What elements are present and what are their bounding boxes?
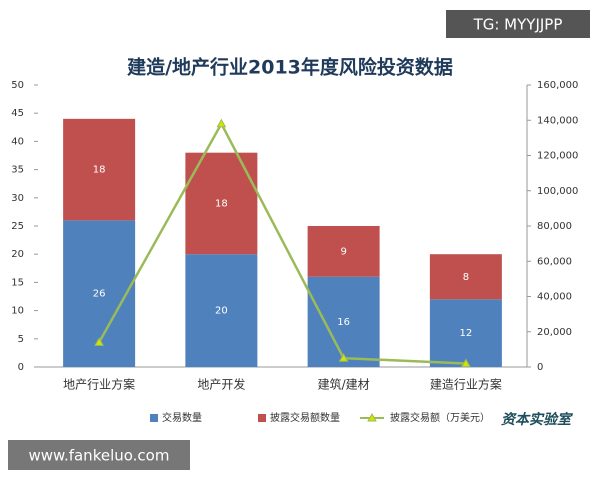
bar xyxy=(185,254,258,367)
y2-tick-label: 60,000 xyxy=(537,256,572,267)
data-label: 20 xyxy=(215,306,228,317)
y-tick-label: 45 xyxy=(11,108,24,119)
y2-tick-label: 40,000 xyxy=(537,292,572,303)
x-tick-label: 建筑/建材 xyxy=(318,377,370,392)
y-tick-label: 25 xyxy=(11,221,24,232)
bar xyxy=(63,118,136,221)
line-marker xyxy=(461,358,471,367)
bar xyxy=(429,299,502,367)
legend-swatch xyxy=(258,414,266,422)
legend-label: 披露交易额（万美元） xyxy=(390,411,490,424)
line-marker xyxy=(216,118,227,128)
data-label: 18 xyxy=(93,165,106,176)
y-tick-label: 30 xyxy=(11,193,24,204)
x-tick-label: 建造行业方案 xyxy=(430,377,502,392)
data-label: 26 xyxy=(93,289,106,300)
watermark-box xyxy=(8,440,190,470)
data-label: 9 xyxy=(340,246,346,257)
data-label: 12 xyxy=(460,328,473,339)
y-tick-label: 15 xyxy=(11,277,24,288)
x-tick-label: 地产开发 xyxy=(197,377,245,392)
data-label: 16 xyxy=(337,317,350,328)
y2-tick-label: 20,000 xyxy=(537,327,572,338)
watermark-box xyxy=(446,10,590,38)
y2-tick-label: 100,000 xyxy=(537,186,578,197)
y2-tick-label: 140,000 xyxy=(537,115,578,126)
legend-label: 披露交易额数量 xyxy=(270,411,340,424)
line xyxy=(98,121,466,365)
y2-tick-label: 120,000 xyxy=(537,151,578,162)
y2-tick-label: 80,000 xyxy=(537,221,572,232)
bar xyxy=(307,276,380,367)
y2-tick-label: 0 xyxy=(537,362,543,373)
x-tick-label: 地产行业方案 xyxy=(63,377,135,392)
bar xyxy=(429,254,502,300)
legend-marker xyxy=(367,412,377,422)
line-marker xyxy=(94,337,104,346)
y-tick-label: 35 xyxy=(11,165,24,176)
data-label: 8 xyxy=(463,272,469,283)
y-tick-label: 0 xyxy=(18,362,24,373)
y-tick-label: 20 xyxy=(11,249,24,260)
y-tick-label: 5 xyxy=(18,334,24,345)
line-marker xyxy=(338,353,349,362)
legend-label: 交易数量 xyxy=(162,411,202,424)
legend-swatch xyxy=(150,414,158,422)
watermark: TG: MYYJJPP xyxy=(473,16,563,34)
watermark: www.fankeluo.com xyxy=(29,447,170,465)
y-tick-label: 10 xyxy=(11,306,24,317)
y2-tick-label: 160,000 xyxy=(537,80,578,91)
logo-text: 资本实验室 xyxy=(501,411,574,428)
bar xyxy=(307,226,380,277)
data-label: 18 xyxy=(215,198,228,209)
y-tick-label: 50 xyxy=(11,80,24,91)
chart-title: 建造/地产行业2013年度风险投资数据 xyxy=(127,56,453,79)
y-tick-label: 40 xyxy=(11,136,24,147)
